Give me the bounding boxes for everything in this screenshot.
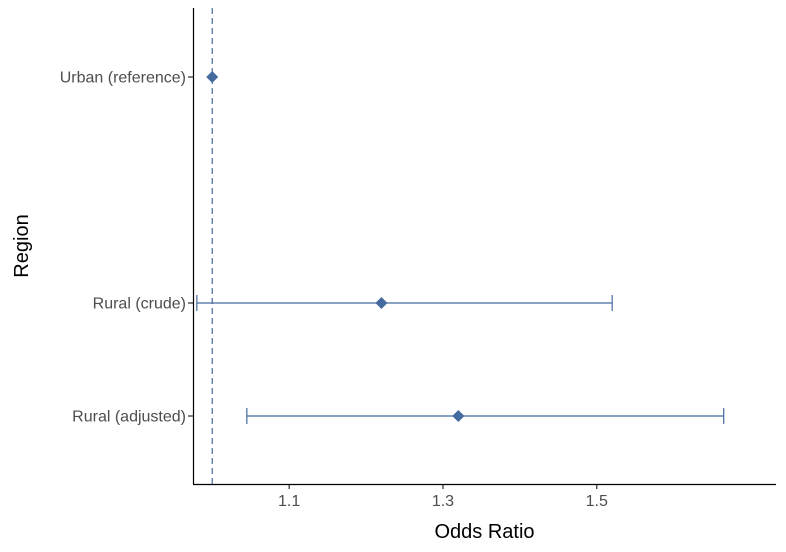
x-tick-label: 1.3 bbox=[432, 493, 454, 510]
x-ticks: 1.1 1.3 1.5 bbox=[278, 484, 608, 510]
y-tick-label: Rural (adjusted) bbox=[72, 409, 186, 426]
marks bbox=[196, 71, 725, 424]
point-estimate-diamond bbox=[375, 297, 388, 309]
x-tick-label: 1.1 bbox=[278, 493, 300, 510]
y-tick-label: Urban (reference) bbox=[60, 70, 186, 87]
y-axis-title: Region bbox=[11, 214, 33, 277]
axes bbox=[192, 8, 776, 486]
y-tick-label: Rural (crude) bbox=[93, 296, 186, 313]
point-estimate-diamond bbox=[206, 71, 219, 83]
x-tick-label: 1.5 bbox=[586, 493, 608, 510]
y-ticks: Urban (reference) Rural (crude) Rural (adj… bbox=[60, 70, 193, 426]
point-estimate-diamond bbox=[452, 410, 465, 422]
x-axis-title: Odds Ratio bbox=[434, 521, 534, 543]
